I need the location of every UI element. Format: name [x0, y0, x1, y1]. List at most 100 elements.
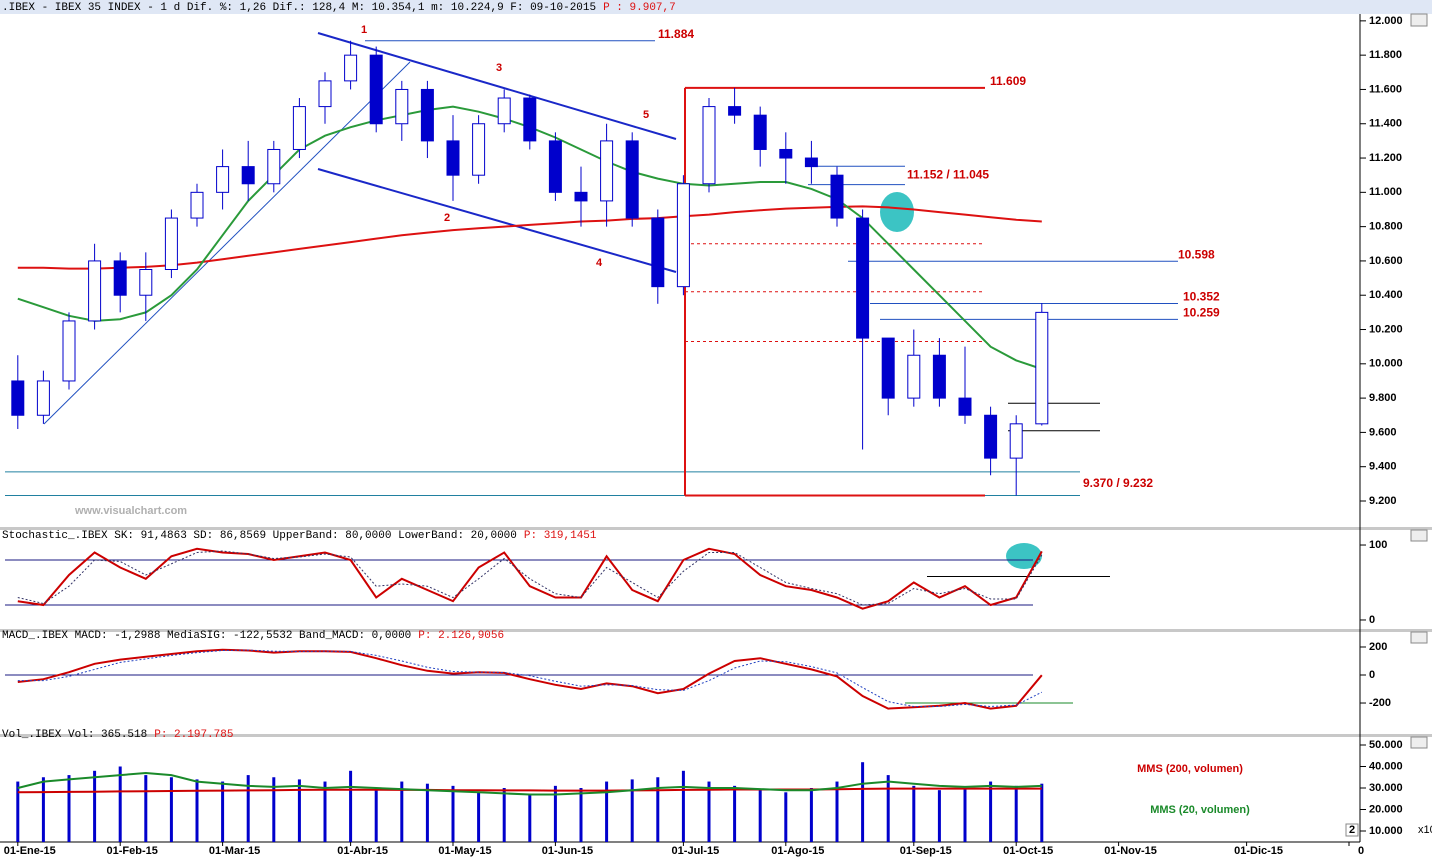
legend-entry: MMS (200, volumen)	[1137, 763, 1243, 775]
legend-entry: MMS (20, volumen)	[1150, 804, 1250, 816]
candle-body	[1009, 423, 1023, 459]
level-label: 11.152 / 11.045	[907, 168, 989, 182]
volume-bar	[937, 790, 941, 842]
y-tick-label: 10.000	[1369, 825, 1403, 837]
candle-body	[958, 397, 972, 416]
wave-label: 3	[496, 62, 502, 74]
candle-body	[574, 191, 588, 202]
indicator-line	[17, 649, 1043, 708]
trend-line	[43, 61, 411, 425]
volume-bar	[374, 788, 378, 842]
panel-header: Vol_.IBEX Vol: 365.518 P: 2.197.785	[2, 729, 233, 741]
volume-bar	[118, 766, 122, 842]
volume-bar	[16, 781, 20, 842]
level-label: 10.352	[1183, 290, 1220, 304]
candle-body	[139, 269, 153, 296]
volume-bar	[93, 770, 97, 842]
header-price: P: 2.126,9056	[418, 630, 504, 642]
volume-bar	[169, 777, 173, 842]
wave-label: 4	[596, 257, 603, 269]
y-tick-label: 9.200	[1369, 495, 1397, 507]
candle-body	[728, 106, 742, 116]
y-tick-label: -200	[1369, 697, 1391, 709]
volume-bar	[681, 770, 685, 842]
y-tick-label: 9.600	[1369, 426, 1397, 438]
y-tick-label: 40.000	[1369, 760, 1403, 772]
y-tick-label: 50.000	[1369, 739, 1403, 751]
volume-bar	[630, 779, 634, 842]
volume-bar	[963, 788, 967, 842]
header-text: Vol_.IBEX Vol: 365.518	[2, 729, 147, 741]
y-tick-label: 12.000	[1369, 15, 1403, 27]
volume-bar	[835, 781, 839, 842]
candle-body	[600, 140, 614, 202]
candle-body	[472, 123, 486, 176]
volume-bar	[528, 794, 532, 842]
x-tick-label: 01-Jul-15	[672, 845, 720, 857]
indicator-line	[17, 648, 1043, 710]
volume-bar	[41, 777, 45, 842]
header-price: P: 319,1451	[524, 530, 597, 542]
candle-body	[395, 88, 409, 125]
candle-body	[113, 260, 127, 296]
scale-note: x10	[1418, 824, 1432, 836]
y-tick-label: 100	[1369, 539, 1387, 551]
volume-bar	[861, 762, 865, 842]
candle-body	[932, 354, 946, 399]
close-button[interactable]	[1410, 13, 1428, 27]
level-label: 11.884	[658, 27, 694, 41]
x-tick-label: 01-Abr-15	[337, 845, 388, 857]
x-tick-label: 01-Mar-15	[209, 845, 260, 857]
close-button[interactable]	[1410, 736, 1428, 749]
level-label: 10.259	[1183, 306, 1220, 320]
volume-bar	[758, 790, 762, 842]
moving-average	[17, 205, 1042, 270]
volume-bar	[656, 777, 660, 842]
close-button[interactable]	[1410, 529, 1428, 542]
y-tick-label: 9.800	[1369, 392, 1397, 404]
watermark: www.visualchart.com	[74, 505, 187, 517]
volume-bar	[502, 788, 506, 842]
y-tick-label: 11.800	[1369, 49, 1402, 61]
y-tick-label: 0	[1369, 669, 1375, 681]
volume-bar	[989, 781, 993, 842]
candle-body	[523, 97, 537, 142]
channel-line	[317, 168, 677, 273]
volume-bar	[144, 775, 148, 842]
close-button[interactable]	[1410, 631, 1428, 644]
volume-bar	[297, 779, 301, 842]
candle-body	[651, 217, 665, 288]
candle-body	[11, 380, 25, 416]
y-tick-label: 9.400	[1369, 461, 1397, 473]
x-tick-label: 0	[1358, 845, 1364, 857]
volume-bar	[553, 785, 557, 842]
volume-bar	[349, 770, 353, 842]
x-tick-label: 01-May-15	[438, 845, 491, 857]
level-label: 11.609	[990, 74, 1026, 88]
y-tick-label: 10.000	[1369, 358, 1403, 370]
candle-body	[753, 114, 767, 150]
candle-body	[267, 148, 281, 185]
volume-bar	[605, 781, 609, 842]
header-text: MACD_.IBEX MACD: -1,2988 MediaSIG: -122,…	[2, 630, 411, 642]
candle-body	[881, 337, 895, 399]
volume-average	[17, 787, 1042, 794]
y-tick-label: 11.400	[1369, 118, 1402, 130]
y-tick-label: 11.200	[1369, 152, 1402, 164]
y-tick-label: 10.200	[1369, 323, 1403, 335]
header-bar	[0, 0, 1432, 14]
volume-bar	[67, 775, 71, 842]
y-tick-label: 10.400	[1369, 289, 1403, 301]
header-price: P : 9.907,7	[603, 2, 676, 14]
candle-body	[344, 54, 358, 82]
x-tick-label: 01-Jun-15	[542, 845, 593, 857]
panel-separator	[0, 629, 1432, 632]
x-tick-label: 01-Sep-15	[900, 845, 952, 857]
x-tick-label: 01-Ago-15	[771, 845, 824, 857]
volume-bar	[477, 792, 481, 842]
level-label: 10.598	[1178, 247, 1215, 261]
candle-body	[702, 106, 716, 185]
